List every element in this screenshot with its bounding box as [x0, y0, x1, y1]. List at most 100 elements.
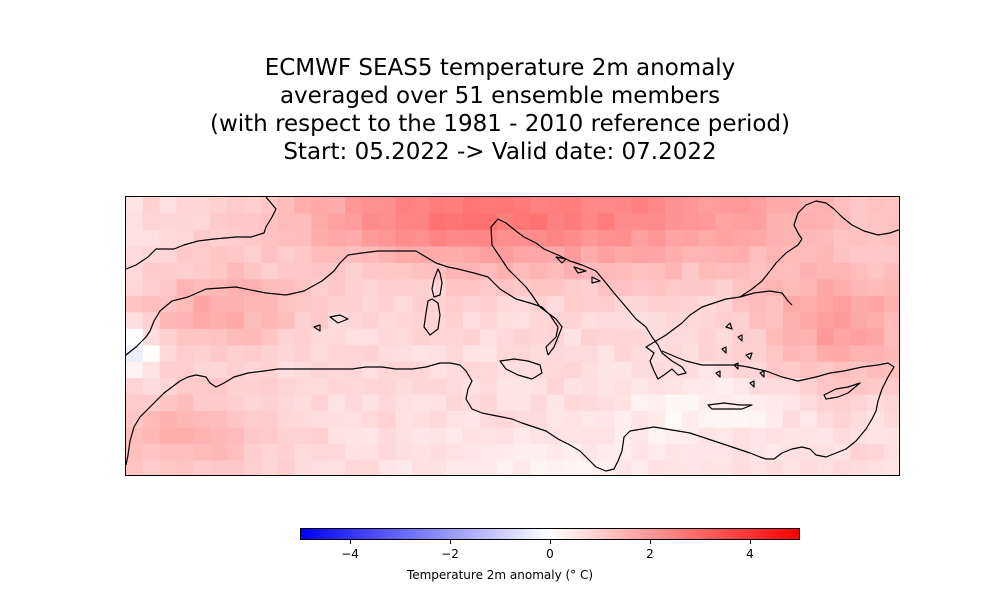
anomaly-cell — [783, 279, 801, 297]
anomaly-cell — [513, 345, 531, 363]
anomaly-cell — [395, 411, 414, 429]
anomaly-cell — [311, 213, 329, 231]
anomaly-cell — [530, 444, 548, 462]
anomaly-cell — [816, 279, 835, 297]
anomaly-cell — [159, 411, 178, 429]
anomaly-cell — [783, 246, 801, 264]
colorbar — [300, 528, 800, 540]
anomaly-cell — [446, 328, 464, 346]
anomaly-cell — [462, 213, 481, 231]
anomaly-cell — [294, 345, 312, 363]
anomaly-cell — [648, 312, 666, 330]
anomaly-cell — [412, 229, 430, 248]
anomaly-cell — [580, 427, 599, 445]
anomaly-cell — [665, 229, 683, 248]
coastline-dalmatian-islands — [555, 256, 601, 284]
anomaly-cell — [850, 295, 868, 313]
anomaly-cell — [799, 312, 818, 330]
anomaly-cell — [816, 444, 835, 462]
anomaly-cell — [698, 411, 717, 429]
coastline-turkey-levant — [465, 350, 895, 472]
anomaly-cell — [311, 394, 329, 412]
anomaly-cell — [395, 378, 414, 396]
anomaly-cell — [378, 378, 397, 396]
anomaly-cell — [530, 229, 548, 248]
anomaly-cell — [243, 361, 262, 379]
anomaly-cell — [193, 197, 211, 215]
anomaly-cell — [294, 427, 312, 445]
anomaly-cell — [378, 361, 397, 379]
anomaly-cell — [446, 295, 464, 313]
anomaly-cell — [412, 444, 430, 462]
anomaly-cell — [328, 262, 346, 280]
coastline-balkans — [739, 238, 803, 298]
anomaly-cell — [176, 394, 194, 412]
anomaly-cell — [243, 394, 262, 412]
anomaly-cell — [345, 229, 363, 248]
anomaly-cell — [631, 378, 649, 396]
anomaly-cell — [530, 312, 548, 330]
anomaly-cell — [715, 279, 734, 297]
anomaly-cell — [766, 213, 784, 231]
anomaly-cell — [126, 361, 144, 379]
anomaly-cell — [732, 229, 750, 248]
anomaly-cell — [210, 444, 228, 462]
anomaly-cell — [378, 394, 397, 412]
anomaly-cell — [799, 394, 818, 412]
anomaly-cell — [345, 197, 363, 215]
anomaly-cell — [833, 378, 852, 396]
anomaly-cell — [479, 394, 498, 412]
anomaly-cell — [850, 444, 868, 462]
anomaly-cell — [665, 394, 683, 412]
anomaly-cell — [277, 312, 296, 330]
anomaly-cell — [867, 444, 885, 462]
anomaly-cell — [260, 229, 279, 248]
anomaly-cell — [378, 460, 397, 475]
anomaly-cell — [345, 262, 363, 280]
anomaly-cell — [783, 378, 801, 396]
anomaly-cell — [816, 295, 835, 313]
anomaly-cell — [328, 460, 346, 475]
anomaly-cell — [715, 246, 734, 264]
anomaly-cell — [479, 312, 498, 330]
anomaly-cell — [783, 394, 801, 412]
anomaly-cell — [715, 411, 734, 429]
anomaly-cell — [260, 460, 279, 475]
anomaly-cell — [412, 378, 430, 396]
anomaly-cell — [395, 246, 414, 264]
anomaly-cell — [648, 345, 666, 363]
anomaly-cell — [277, 427, 296, 445]
anomaly-cell — [395, 460, 414, 475]
anomaly-cell — [799, 246, 818, 264]
anomaly-cell — [614, 378, 633, 396]
anomaly-cell — [176, 295, 194, 313]
anomaly-cell — [513, 378, 531, 396]
anomaly-cell — [513, 328, 531, 346]
anomaly-cell — [816, 213, 835, 231]
anomaly-cell — [884, 427, 899, 445]
anomaly-cell — [732, 312, 750, 330]
anomaly-cell — [294, 262, 312, 280]
anomaly-cell — [867, 279, 885, 297]
anomaly-cell — [648, 246, 666, 264]
anomaly-cell — [631, 394, 649, 412]
anomaly-cell — [361, 197, 380, 215]
anomaly-cell — [210, 427, 228, 445]
anomaly-cell — [850, 246, 868, 264]
anomaly-cell — [631, 295, 649, 313]
anomaly-cell — [227, 411, 245, 429]
title-line-1: ECMWF SEAS5 temperature 2m anomaly — [264, 55, 736, 81]
anomaly-cell — [227, 295, 245, 313]
anomaly-cell — [193, 295, 211, 313]
anomaly-cell — [277, 246, 296, 264]
anomaly-cell — [462, 246, 481, 264]
anomaly-cell — [126, 328, 144, 346]
anomaly-cell — [698, 262, 717, 280]
anomaly-cell — [884, 213, 899, 231]
anomaly-cell — [378, 345, 397, 363]
anomaly-cell — [412, 312, 430, 330]
anomaly-cell — [665, 378, 683, 396]
anomaly-cell — [446, 345, 464, 363]
anomaly-cell — [311, 427, 329, 445]
anomaly-cell — [766, 197, 784, 215]
